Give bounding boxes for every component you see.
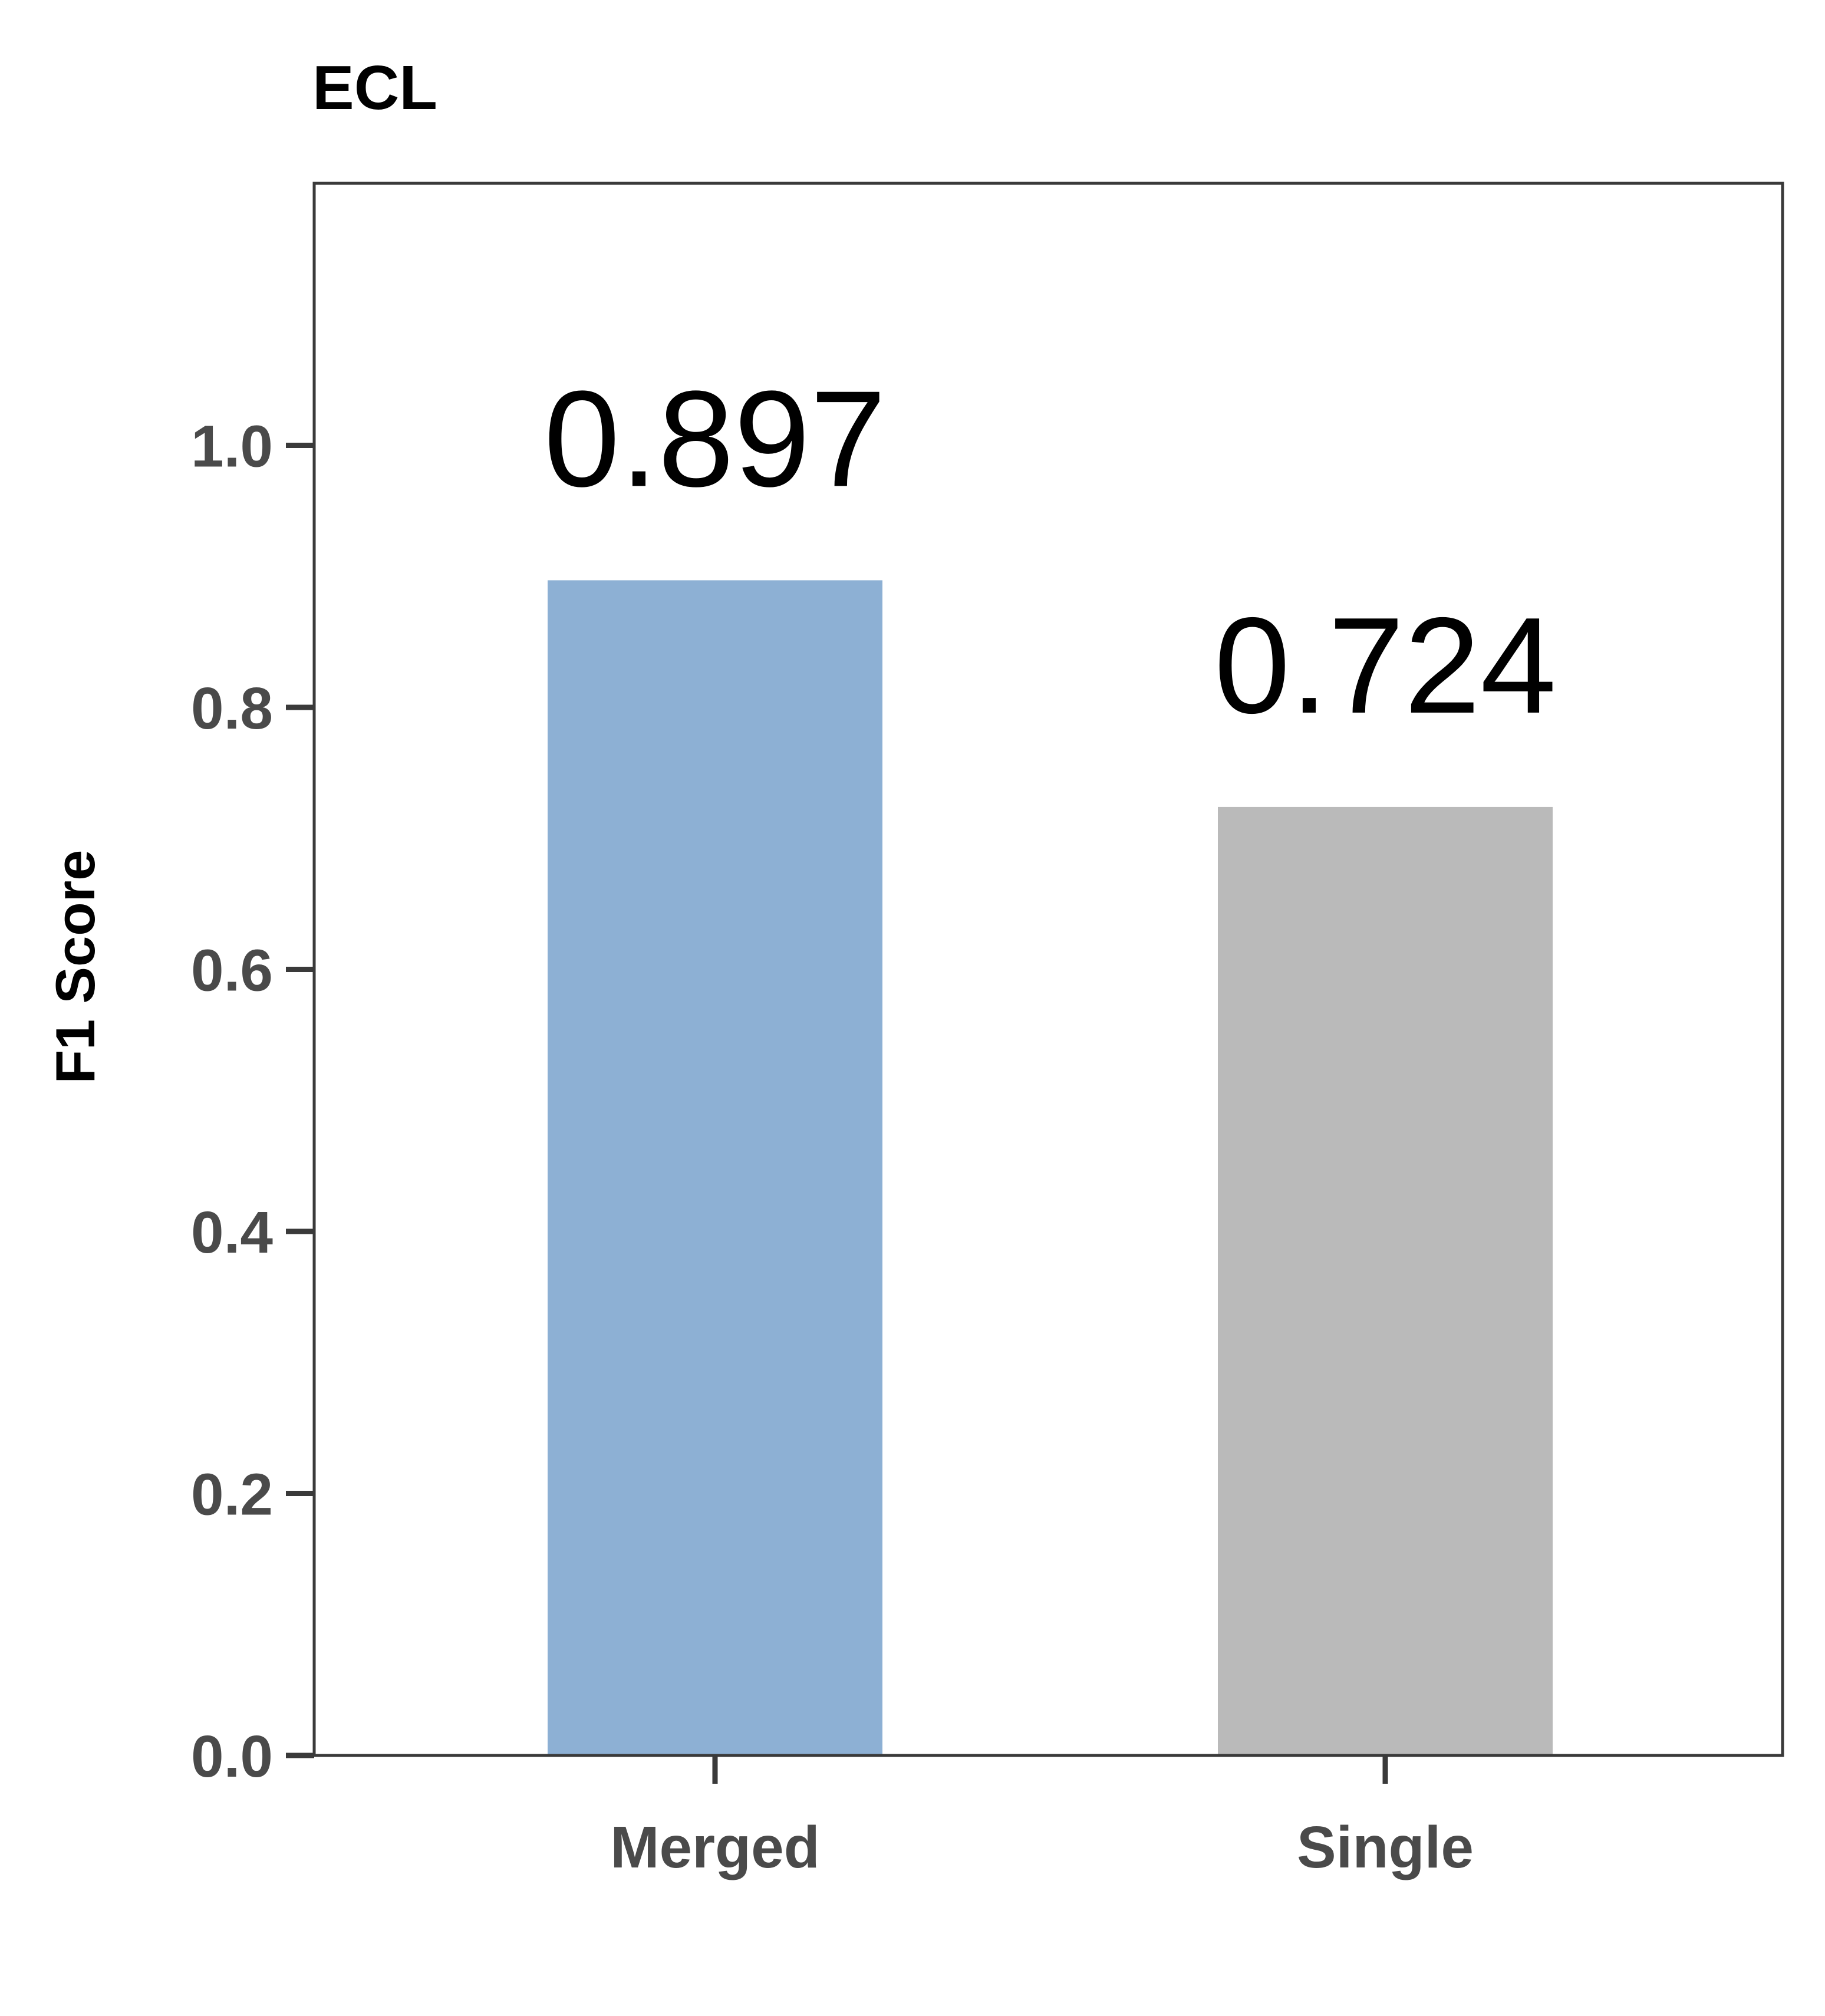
x-tick-label: Single <box>1297 1814 1474 1880</box>
y-axis-label: F1 Score <box>44 849 106 1083</box>
bar-single <box>1218 806 1553 1755</box>
y-tick-label: 1.0 <box>191 414 273 480</box>
plot-frame <box>312 182 1784 1757</box>
y-tick-label: 0.6 <box>191 938 273 1004</box>
chart-title: ECL <box>312 53 437 123</box>
data-label-single: 0.724 <box>1214 589 1557 742</box>
y-tick-label: 0.4 <box>191 1200 273 1266</box>
y-tick-label: 0.8 <box>191 676 273 742</box>
bar-merged <box>548 580 882 1755</box>
data-labels-group: 0.897 0.724 <box>544 363 1557 742</box>
data-label-merged: 0.897 <box>544 363 887 515</box>
y-tick-label: 0.2 <box>191 1462 273 1528</box>
x-tick-label: Merged <box>610 1814 820 1880</box>
x-axis-ticks: Merged Single <box>610 1755 1474 1880</box>
y-tick-label: 0.0 <box>191 1724 273 1790</box>
y-axis-ticks: 0.0 0.2 0.4 0.6 0.8 1.0 <box>191 414 314 1790</box>
bars-group <box>548 580 1553 1755</box>
